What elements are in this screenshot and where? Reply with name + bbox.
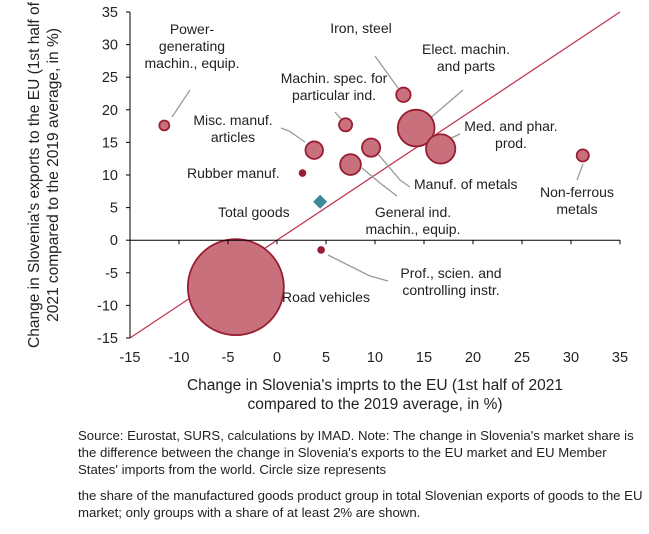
point-label-total-goods: Total goods <box>218 204 290 220</box>
point-label-line: machin., equip. <box>145 55 240 71</box>
point-label-line: controlling instr. <box>402 282 499 298</box>
data-point-iron-steel <box>395 86 412 103</box>
leader-line-prof-scien-and-controlling-instr <box>327 254 389 282</box>
point-label-line: Med. and phar. <box>464 118 557 134</box>
point-label-line: machin., equip. <box>366 221 461 237</box>
y-tick-label: 35 <box>102 5 118 21</box>
tick-labels-layer: -15 -10 -5 0 5 10 15 20 25 30 35 -15 -10 -5 0 5 10 15 20 25… <box>97 5 628 366</box>
bubble-chart: Power-generating machin., equip.Iron, ste… <box>26 1 628 413</box>
data-point-rubber-manuf <box>298 169 307 177</box>
data-point-elect-machin-and-parts <box>396 108 436 148</box>
data-point-road-vehicles <box>186 238 285 337</box>
source-note: Source: Eurostat, SURS, calculations by … <box>78 428 634 477</box>
x-tick-label: 25 <box>514 350 530 366</box>
x-tick-label: -10 <box>169 350 190 366</box>
x-tick-label: -5 <box>222 350 235 366</box>
point-label-line: Prof., scien. and <box>400 265 501 281</box>
leader-line-elect-machin-and-parts <box>427 89 464 121</box>
point-label-line: Iron, steel <box>330 20 391 36</box>
axes-layer <box>126 11 621 339</box>
point-label-line: Misc. manuf. <box>193 112 272 128</box>
x-axis-title: Change in Slovenia's imprts to the EU (1… <box>187 377 563 413</box>
data-point-power-generating-machin-equip <box>158 119 171 132</box>
data-point-med-and-phar-prod <box>425 133 457 165</box>
point-label-general-ind-machin-equip: General ind. machin., equip. <box>366 204 461 237</box>
data-point-manuf-of-metals <box>361 137 382 158</box>
y-axis-title: Change in Slovenia's exports to the EU (… <box>26 1 62 348</box>
point-label-line: Total goods <box>218 204 290 220</box>
leader-lines-layer <box>171 55 584 282</box>
y-tick-label: 0 <box>110 233 118 249</box>
point-label-non-ferrous-metals: Non-ferrous metals <box>540 184 614 217</box>
point-label-line: Rubber manuf. <box>187 165 280 181</box>
y-tick-label: 20 <box>102 103 118 119</box>
x-axis-title-line: Change in Slovenia's imprts to the EU (1… <box>187 377 563 394</box>
point-label-line: Road vehicles <box>282 289 370 305</box>
x-tick-label: 10 <box>367 350 383 366</box>
x-tick-label: 15 <box>416 350 432 366</box>
leader-line-iron-steel <box>374 55 399 89</box>
point-label-power-generating-machin-equip: Power-generating machin., equip. <box>145 21 240 71</box>
y-tick-label: 15 <box>102 135 118 151</box>
x-tick-label: 5 <box>322 350 330 366</box>
point-label-machin-spec-for-particular-ind: Machin. spec. for particular ind. <box>281 70 388 103</box>
x-tick-label: 0 <box>273 350 281 366</box>
point-label-rubber-manuf: Rubber manuf. <box>187 165 280 181</box>
point-label-line: particular ind. <box>292 87 376 103</box>
point-label-line: Machin. spec. for <box>281 70 388 86</box>
point-label-road-vehicles: Road vehicles <box>282 289 370 305</box>
point-label-line: generating <box>159 38 225 54</box>
point-label-line: articles <box>211 129 255 145</box>
leader-line-machin-spec-for-particular-ind <box>334 111 343 121</box>
y-tick-label: -5 <box>105 266 118 282</box>
leader-line-misc-manuf-articles <box>280 127 306 143</box>
y-tick-label: 25 <box>102 70 118 86</box>
point-label-misc-manuf-articles: Misc. manuf. articles <box>193 112 272 145</box>
data-point-total-goods <box>313 194 328 209</box>
point-label-med-and-phar-prod: Med. and phar. prod. <box>464 118 557 151</box>
point-label-prof-scien-and-controlling-instr: Prof., scien. and controlling instr. <box>400 265 501 298</box>
y-tick-label: 5 <box>110 201 118 217</box>
y-axis-title-line: 2021 compared to the 2019 average, in %) <box>45 28 62 322</box>
y-tick-label: 30 <box>102 38 118 54</box>
data-point-prof-scien-and-controlling-instr <box>317 246 325 254</box>
point-label-line: and parts <box>437 58 495 74</box>
data-point-machin-spec-for-particular-ind <box>338 117 354 133</box>
y-tick-label: -10 <box>97 298 118 314</box>
leader-line-general-ind-machin-equip <box>361 167 398 197</box>
point-label-line: Elect. machin. <box>422 41 510 57</box>
data-point-non-ferrous-metals <box>575 148 590 163</box>
point-label-line: Power- <box>170 21 215 37</box>
x-tick-label: 30 <box>563 350 579 366</box>
point-label-line: Manuf. of metals <box>414 176 518 192</box>
x-tick-label: -15 <box>120 350 141 366</box>
leader-line-non-ferrous-metals <box>576 163 584 181</box>
data-point-misc-manuf-articles <box>304 140 324 160</box>
source-note-continued: the share of the manufactured goods prod… <box>78 488 643 520</box>
leader-line-power-generating-machin-equip <box>171 89 191 118</box>
y-tick-label: -15 <box>97 331 118 347</box>
point-label-line: Non-ferrous <box>540 184 614 200</box>
point-label-line: prod. <box>495 135 527 151</box>
point-label-manuf-of-metals: Manuf. of metals <box>414 176 518 192</box>
point-label-iron-steel: Iron, steel <box>330 20 391 36</box>
point-label-line: metals <box>556 201 597 217</box>
point-label-line: General ind. <box>375 204 451 220</box>
x-axis-title-line: compared to the 2019 average, in %) <box>247 396 502 413</box>
data-point-general-ind-machin-equip <box>339 153 362 176</box>
x-tick-label: 20 <box>465 350 481 366</box>
y-tick-label: 10 <box>102 168 118 184</box>
point-label-elect-machin-and-parts: Elect. machin. and parts <box>422 41 510 74</box>
y-axis-title-line: Change in Slovenia's exports to the EU (… <box>26 1 43 348</box>
x-tick-label: 35 <box>612 350 628 366</box>
point-labels-layer: Power-generating machin., equip.Iron, ste… <box>145 20 614 305</box>
leader-line-manuf-of-metals <box>377 153 411 188</box>
bubbles-layer <box>158 86 590 337</box>
